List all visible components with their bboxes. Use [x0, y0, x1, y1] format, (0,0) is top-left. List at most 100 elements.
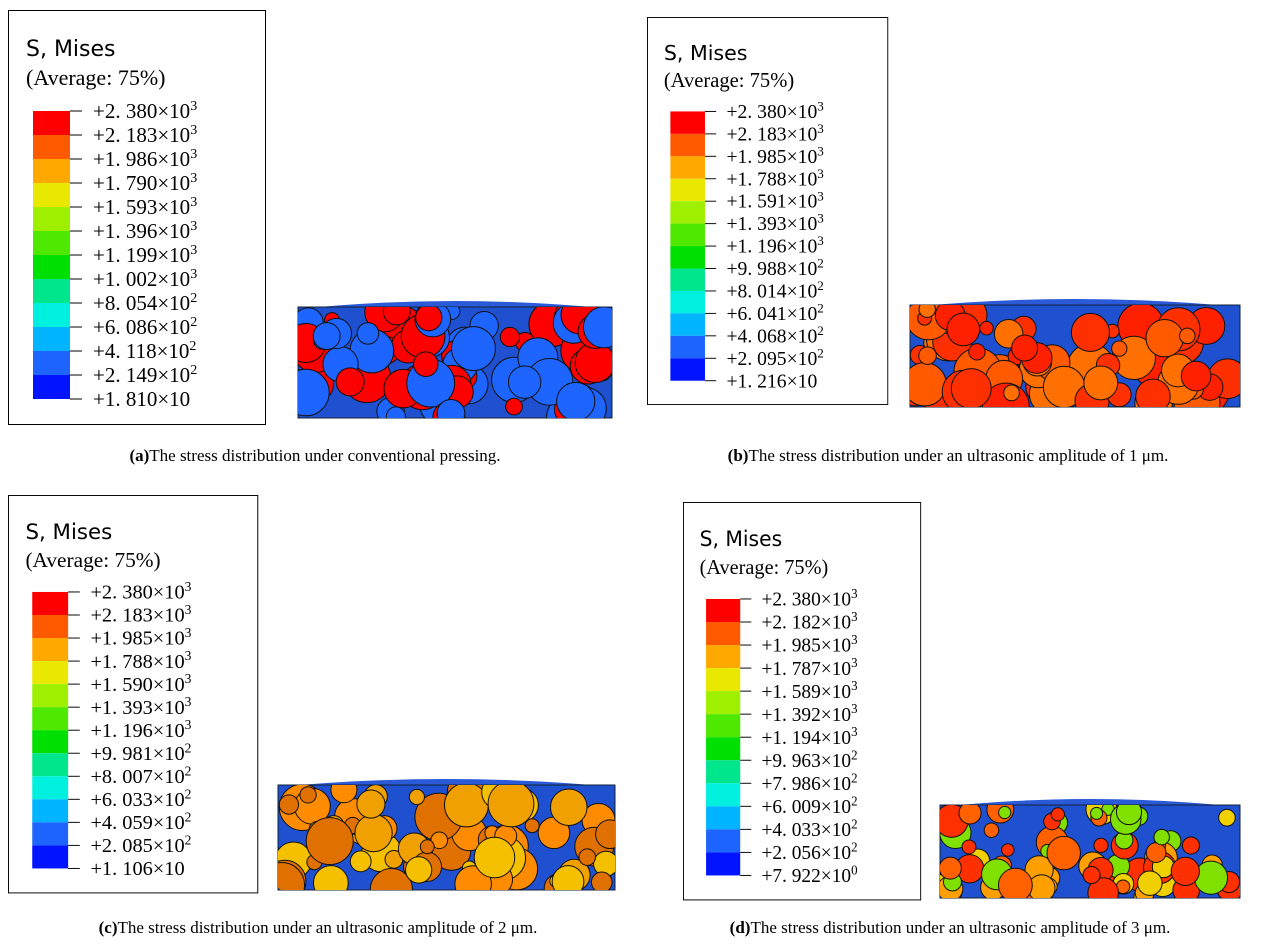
particle: [979, 320, 994, 336]
color-band: [32, 638, 69, 662]
color-band: [32, 707, 69, 731]
label-exponent: 2: [185, 763, 192, 778]
label-text: +2. 149×10: [93, 363, 190, 387]
color-band: [670, 133, 705, 157]
legend-label: +7. 986×102: [761, 770, 857, 795]
label-text: +1. 810×10: [93, 387, 190, 411]
legend-label: +4. 068×102: [726, 323, 823, 347]
legend-label: +1. 392×103: [761, 701, 858, 726]
particle: [405, 856, 433, 884]
label-text: +1. 790×10: [93, 171, 190, 195]
label-exponent: 3: [817, 233, 824, 248]
color-band: [32, 799, 69, 823]
label-text: +1. 593×10: [93, 195, 190, 219]
particle: [590, 871, 613, 890]
label-exponent: 3: [851, 586, 858, 601]
label-text: +1. 591×10: [726, 192, 817, 213]
color-band: [706, 622, 741, 646]
particles: [940, 805, 1240, 898]
legend-label: +7. 922×100: [761, 862, 858, 887]
particle: [356, 789, 386, 819]
particle: [505, 397, 523, 416]
legend-label: +1. 790×103: [93, 171, 197, 195]
color-band: [33, 183, 70, 207]
label-exponent: 3: [851, 609, 858, 624]
label-text: +1. 194×10: [761, 727, 851, 749]
particle: [918, 346, 937, 365]
label-exponent: 3: [190, 99, 197, 114]
label-exponent: 3: [185, 602, 192, 617]
label-text: +1. 788×10: [90, 651, 184, 673]
legend-label: +1. 106×10: [90, 858, 184, 880]
particle: [1050, 807, 1065, 822]
simulation-image: [297, 301, 613, 419]
legend-label: +8. 007×102: [90, 763, 191, 788]
legend-title: S, Mises: [664, 41, 748, 65]
label-exponent: 3: [817, 121, 824, 136]
label-text: +8. 007×10: [90, 766, 184, 788]
particle: [487, 785, 535, 828]
legend-label: +9. 981×102: [90, 740, 191, 765]
particle: [1115, 805, 1143, 826]
label-exponent: 3: [851, 655, 858, 670]
color-band: [670, 178, 705, 202]
particle: [415, 307, 443, 332]
label-text: +1. 985×10: [761, 634, 851, 656]
color-band: [33, 111, 70, 135]
label-exponent: 2: [851, 839, 857, 854]
legend-label: +8. 054×102: [93, 291, 197, 315]
particle: [958, 805, 982, 825]
color-band: [32, 822, 69, 846]
legend-label: +1. 593×103: [93, 195, 197, 219]
legend-label: +2. 183×103: [90, 602, 191, 627]
label-text: +9. 981×10: [90, 743, 184, 765]
label-exponent: 2: [190, 315, 197, 330]
color-band: [670, 290, 705, 314]
label-text: +2. 182×10: [761, 611, 851, 633]
label-text: +1. 196×10: [726, 237, 817, 258]
color-band: [32, 684, 69, 708]
label-text: +6. 009×10: [761, 796, 851, 818]
label-text: +1. 590×10: [90, 674, 184, 696]
legend-label: +1. 788×103: [90, 648, 191, 673]
label-text: +1. 787×10: [761, 657, 851, 679]
particle: [1090, 806, 1104, 820]
label-text: +1. 392×10: [761, 704, 851, 726]
legend-label: +2. 056×102: [761, 839, 857, 864]
particle: [299, 786, 317, 804]
particle: [1145, 318, 1184, 358]
particle: [1180, 360, 1212, 392]
particle: [556, 381, 596, 418]
label-text: +1. 002×10: [93, 267, 190, 291]
caption: (c)The stress distribution under an ultr…: [99, 918, 538, 937]
label-exponent: 3: [190, 267, 197, 282]
label-exponent: 3: [817, 166, 824, 181]
label-text: +7. 922×10: [761, 865, 851, 887]
label-text: +2. 380×10: [761, 588, 851, 610]
legend: S, Mises(Average: 75%)+2. 380×103+2. 183…: [8, 10, 266, 425]
label-exponent: 3: [190, 243, 197, 258]
particle: [1087, 877, 1119, 898]
label-text: +2. 095×10: [726, 349, 817, 370]
particle: [582, 307, 612, 349]
particle: [354, 813, 393, 853]
label-text: +8. 054×10: [93, 291, 190, 315]
color-band: [670, 156, 705, 179]
legend-label: +1. 196×103: [726, 233, 824, 257]
legend-label: +1. 393×103: [726, 211, 824, 235]
label-exponent: 3: [851, 678, 858, 693]
legend-label: +9. 988×102: [726, 256, 823, 280]
particle: [1082, 866, 1101, 885]
label-exponent: 3: [190, 147, 197, 162]
color-band: [706, 598, 741, 622]
label-text: +1. 393×10: [90, 697, 184, 719]
label-text: +1. 985×10: [90, 628, 184, 650]
particle: [312, 865, 349, 890]
particle: [1011, 334, 1039, 362]
particle: [450, 326, 496, 372]
label-exponent: 2: [817, 256, 824, 271]
caption: (d)The stress distribution under an ultr…: [730, 918, 1171, 937]
color-band: [33, 375, 70, 399]
legend-label: +1. 196×103: [90, 717, 191, 742]
